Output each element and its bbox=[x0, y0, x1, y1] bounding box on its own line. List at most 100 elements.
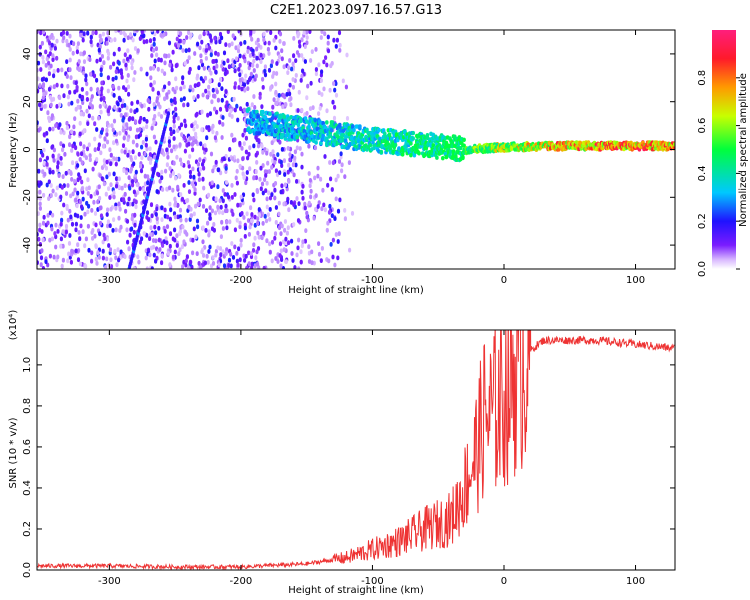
spectrogram-cell bbox=[56, 229, 60, 234]
spectrogram-cell bbox=[269, 151, 273, 157]
spectrogram-cell bbox=[324, 55, 328, 60]
spectrogram-cell bbox=[251, 248, 256, 253]
spectrogram-cell bbox=[51, 188, 55, 194]
spectrogram-cell bbox=[188, 217, 192, 222]
spectrogram-cell bbox=[113, 105, 117, 110]
spectrogram-cell bbox=[277, 225, 282, 231]
spectrogram-cell bbox=[67, 42, 71, 48]
spectrogram-cell bbox=[114, 255, 118, 261]
spectrogram-cell bbox=[52, 84, 56, 90]
spectrogram-cell bbox=[225, 208, 229, 214]
spectrogram-cell bbox=[222, 60, 226, 66]
spectrogram-cell bbox=[256, 220, 260, 226]
spectrogram-cell bbox=[255, 109, 259, 115]
spectrogram-cell bbox=[184, 230, 188, 235]
spectrogram-cell bbox=[128, 185, 132, 191]
spectrogram-cell bbox=[130, 226, 134, 232]
spectrogram-cell bbox=[112, 171, 116, 177]
spectrogram-cell bbox=[87, 185, 91, 191]
spectrogram-cell bbox=[328, 203, 332, 209]
spectrogram-cell bbox=[214, 159, 218, 165]
spectrogram-cell bbox=[334, 44, 338, 49]
spectrogram-cell bbox=[78, 120, 82, 126]
spectrogram-cell bbox=[70, 248, 74, 254]
spectrogram-cell bbox=[70, 129, 74, 135]
spectrogram-cell bbox=[249, 205, 253, 211]
spectrogram-cell bbox=[101, 143, 106, 149]
spectrogram-cell bbox=[111, 228, 115, 233]
spectrogram-cell bbox=[295, 135, 300, 140]
spectrogram-cell bbox=[317, 251, 322, 257]
spectrogram-cell bbox=[39, 67, 43, 72]
spectrogram-cell bbox=[102, 60, 106, 66]
spectrogram-cell bbox=[296, 108, 300, 113]
spectrogram-cell bbox=[118, 206, 122, 212]
spectrogram-cell bbox=[138, 126, 142, 132]
spectrogram-cell bbox=[308, 183, 312, 189]
spectrogram-cell bbox=[221, 188, 225, 193]
spectrogram-cell bbox=[73, 187, 77, 193]
spectrogram-cell bbox=[41, 152, 45, 158]
spectrogram-cell bbox=[121, 127, 125, 133]
spectrogram-cell bbox=[139, 163, 143, 169]
spectrogram-cell bbox=[282, 64, 286, 70]
spectrogram-cell bbox=[192, 211, 196, 217]
spectrogram-cell bbox=[100, 176, 104, 182]
spectrogram-cell bbox=[279, 248, 283, 254]
spectrogram-cell bbox=[168, 231, 173, 237]
spectrogram-cell bbox=[214, 196, 218, 202]
spectrogram-cell bbox=[136, 99, 140, 105]
spectrogram-cell bbox=[255, 63, 259, 69]
spectrogram-cell bbox=[228, 104, 232, 110]
spectrogram-cell bbox=[124, 170, 129, 176]
spectrogram-cell bbox=[68, 134, 72, 140]
spectrogram-cell bbox=[256, 114, 260, 120]
spectrogram-cell bbox=[336, 173, 340, 179]
spectrogram-cell bbox=[52, 147, 57, 153]
spectrogram-cell bbox=[173, 249, 177, 255]
spectrogram-cell bbox=[187, 30, 191, 36]
spectrogram-cell bbox=[246, 218, 251, 223]
spectrogram-cell bbox=[247, 261, 251, 266]
spectrogram-cell bbox=[190, 123, 194, 129]
spectrogram-cell bbox=[125, 227, 129, 233]
spectrogram-cell bbox=[97, 90, 101, 95]
spectrogram-cell bbox=[56, 164, 60, 170]
spectrogram-cell bbox=[63, 151, 67, 157]
spectrogram-cell bbox=[185, 35, 189, 40]
spectrogram-cell bbox=[175, 154, 179, 160]
spectrogram-cell bbox=[247, 151, 251, 157]
spectrogram-cell bbox=[112, 61, 116, 67]
spectrogram-cell bbox=[82, 152, 86, 158]
spectrogram-cell bbox=[81, 111, 86, 117]
spectrogram-cell bbox=[69, 171, 73, 177]
spectrogram-cell bbox=[261, 85, 265, 90]
spectrogram-cell bbox=[266, 212, 270, 218]
spectrogram-cell bbox=[168, 216, 172, 222]
spectrogram-cell bbox=[38, 44, 42, 50]
spectrogram-cell bbox=[208, 216, 212, 221]
spectrogram-cell bbox=[327, 258, 331, 264]
spectrogram-cell bbox=[239, 238, 243, 243]
colorbar-ticks: 0.00.20.40.60.8 bbox=[697, 70, 740, 277]
spectrogram-cell bbox=[74, 145, 78, 151]
spectrogram-cell bbox=[297, 31, 301, 37]
spectrogram-cell bbox=[173, 214, 177, 220]
spectrogram-cell bbox=[131, 149, 135, 155]
spectrogram-cell bbox=[113, 37, 117, 43]
spectrogram-cell bbox=[325, 120, 329, 125]
spectrogram-cell bbox=[450, 140, 455, 145]
snr-y-tick-label: 1.0 bbox=[22, 357, 33, 373]
spectrogram-cell bbox=[387, 132, 392, 137]
spectrogram-cell bbox=[267, 51, 271, 56]
spectrogram-cell bbox=[209, 38, 213, 43]
spectrogram-cell bbox=[127, 91, 131, 97]
spectrogram-cell bbox=[295, 252, 299, 258]
spectrogram-cell bbox=[88, 101, 92, 107]
spectrogram-cell bbox=[46, 220, 50, 226]
spectrogram-cell bbox=[255, 137, 259, 143]
spectrogram-cell bbox=[180, 161, 184, 167]
spectrogram-cell bbox=[174, 76, 178, 82]
spectrogram-cell bbox=[435, 155, 439, 160]
spectrogram-cell bbox=[89, 34, 93, 40]
